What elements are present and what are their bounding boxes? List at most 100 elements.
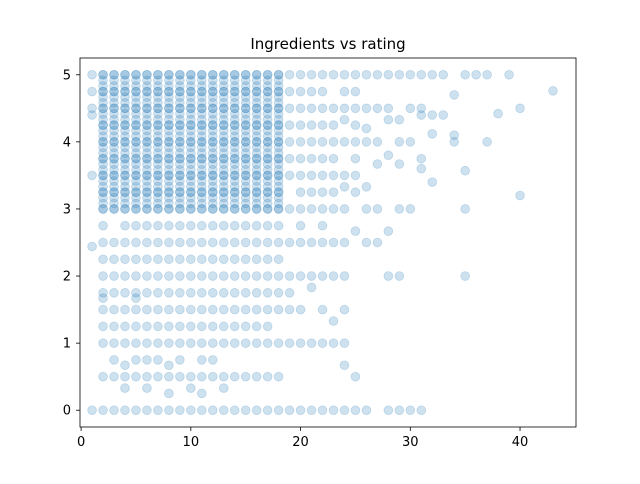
data-point <box>153 187 163 197</box>
data-point <box>186 204 196 214</box>
data-point <box>164 405 174 416</box>
data-point <box>186 97 196 108</box>
data-point <box>273 181 284 192</box>
data-point <box>350 69 361 80</box>
data-point <box>240 137 251 147</box>
data-point <box>153 131 163 142</box>
data-point <box>186 86 196 97</box>
data-point <box>109 131 119 142</box>
data-point <box>98 159 108 170</box>
data-point <box>240 120 251 130</box>
data-point <box>262 338 273 348</box>
data-point <box>175 338 185 348</box>
data-point <box>339 271 350 281</box>
data-point <box>175 153 185 164</box>
data-point <box>142 75 152 86</box>
data-point <box>438 69 449 80</box>
data-point <box>164 86 174 97</box>
data-point <box>109 198 119 209</box>
data-point <box>153 114 163 125</box>
data-point <box>273 97 284 108</box>
data-point <box>120 405 130 416</box>
data-point <box>186 321 196 332</box>
data-point <box>142 237 152 248</box>
data-point <box>164 131 174 142</box>
data-point <box>383 114 394 125</box>
data-point <box>131 181 141 192</box>
data-point <box>120 120 130 130</box>
data-point <box>262 271 273 281</box>
data-point <box>240 75 251 86</box>
data-point <box>229 271 240 281</box>
data-point <box>109 181 119 192</box>
data-point <box>229 153 240 164</box>
data-point <box>197 103 207 114</box>
data-point <box>197 405 207 416</box>
data-point <box>207 69 218 80</box>
data-point <box>164 103 174 114</box>
data-point <box>153 69 163 80</box>
data-point <box>218 170 229 181</box>
data-point <box>98 125 108 136</box>
data-point <box>229 142 240 153</box>
data-point <box>273 204 284 214</box>
data-point <box>306 120 317 130</box>
data-point <box>218 75 229 86</box>
data-point <box>328 137 339 147</box>
data-point <box>120 220 130 231</box>
data-point <box>229 159 240 170</box>
data-point <box>284 120 295 130</box>
data-point <box>120 137 130 147</box>
data-point <box>251 405 262 416</box>
data-point <box>153 304 163 315</box>
data-point <box>131 131 141 142</box>
data-point <box>120 114 130 125</box>
data-point <box>218 165 229 175</box>
data-point <box>273 159 284 170</box>
data-point <box>142 120 152 130</box>
data-point <box>175 204 185 214</box>
data-point <box>120 198 130 209</box>
data-point <box>262 125 273 136</box>
data-point <box>98 97 108 108</box>
data-point <box>197 187 207 197</box>
data-point <box>218 148 229 158</box>
data-point <box>229 254 240 265</box>
data-point <box>251 237 262 248</box>
data-point <box>218 204 229 214</box>
data-point <box>109 170 119 181</box>
data-point <box>317 86 328 97</box>
data-point <box>131 69 141 80</box>
data-point <box>153 371 163 382</box>
data-point <box>251 176 262 186</box>
data-point <box>229 69 240 80</box>
data-point <box>207 81 218 91</box>
data-point <box>120 321 130 332</box>
data-point <box>131 148 141 158</box>
data-point <box>142 371 152 382</box>
data-point <box>186 103 196 114</box>
data-point <box>251 338 262 348</box>
data-point <box>262 69 273 80</box>
data-point <box>153 137 163 147</box>
data-point <box>383 103 394 114</box>
data-point <box>306 237 317 248</box>
data-point <box>186 271 196 281</box>
data-point <box>197 137 207 147</box>
data-point <box>273 69 284 80</box>
data-point <box>109 86 119 97</box>
data-point <box>251 153 262 164</box>
data-point <box>416 110 427 120</box>
data-point <box>328 237 339 248</box>
data-point <box>131 304 141 315</box>
data-point <box>153 176 163 186</box>
data-point <box>186 109 196 119</box>
data-point <box>218 321 229 332</box>
data-point <box>197 109 207 119</box>
data-point <box>295 137 306 147</box>
x-tick-label: 10 <box>183 435 200 450</box>
data-point <box>427 110 438 120</box>
data-point <box>251 131 262 142</box>
data-point <box>438 110 449 120</box>
